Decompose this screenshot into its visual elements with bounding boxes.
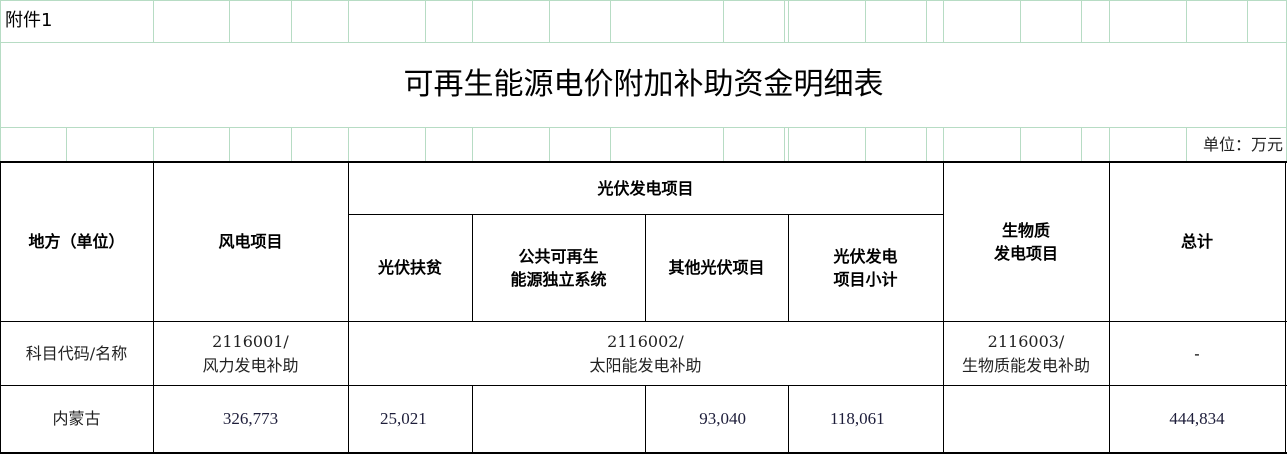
gridline (865, 127, 866, 162)
cell-region: 内蒙古 (52, 409, 101, 429)
code-row-solar: 2116002/ 太阳能发电补助 (348, 322, 943, 385)
gridline (472, 127, 473, 162)
gridline (291, 127, 292, 162)
gridline (153, 0, 154, 42)
cell-solar-public (472, 386, 645, 452)
biomass-name: 生物质能发电补助 (961, 355, 1090, 375)
gridline (943, 0, 944, 42)
gridline (1081, 127, 1082, 162)
solar-code: 2116002/ (607, 332, 684, 352)
gridline (784, 0, 785, 42)
gridline (1109, 0, 1110, 42)
gridline (1020, 0, 1021, 42)
header-biomass-line2: 发电项目 (993, 244, 1058, 263)
header-region: 地方（单位） (28, 232, 125, 252)
solar-name: 太阳能发电补助 (589, 355, 702, 375)
gridline (348, 0, 349, 42)
gridline (926, 0, 927, 42)
header-wind: 风电项目 (218, 232, 283, 252)
gridline (1186, 127, 1187, 162)
gridline (1020, 127, 1021, 162)
gridline (788, 127, 789, 162)
cell-solar-poverty: 25,021 (380, 408, 427, 428)
header-solar-subtotal-line2: 项目小计 (833, 270, 898, 289)
gridline (784, 127, 785, 162)
header-solar-public: 公共可再生 能源独立系统 (472, 215, 645, 321)
header-solar-subtotal: 光伏发电 项目小计 (788, 215, 943, 321)
code-row-total: - (1194, 343, 1200, 363)
cell-solar-subtotal: 118,061 (830, 408, 885, 428)
code-row-label: 科目代码/名称 (25, 343, 128, 363)
gridline (425, 127, 426, 162)
page-title: 可再生能源电价附加补助资金明细表 (403, 67, 884, 103)
gridline (926, 127, 927, 162)
gridline (1081, 0, 1082, 42)
gridline (723, 127, 724, 162)
header-biomass-line1: 生物质 (1001, 220, 1050, 240)
gridline (291, 0, 292, 42)
gridline (229, 0, 230, 42)
cell-total: 444,834 (1169, 408, 1225, 428)
gridline (1109, 127, 1110, 162)
header-total: 总计 (1180, 232, 1213, 252)
attachment-label: 附件1 (5, 9, 53, 31)
header-solar-public-line2: 能源独立系统 (510, 270, 607, 289)
code-row-biomass: 2116003/ 生物质能发电补助 (943, 322, 1109, 385)
header-solar-public-line1: 公共可再生 (518, 246, 599, 266)
gridline (549, 127, 550, 162)
gridline (229, 127, 230, 162)
gridline (610, 127, 611, 162)
gridline (425, 0, 426, 42)
header-biomass: 生物质 发电项目 (943, 163, 1109, 321)
gridline (865, 0, 866, 42)
gridline (943, 127, 944, 162)
cell-solar-other: 93,040 (699, 408, 746, 428)
cell-biomass (943, 386, 1109, 452)
biomass-code: 2116003/ (987, 332, 1065, 352)
header-solar-poverty: 光伏扶贫 (377, 258, 442, 278)
gridline (723, 0, 724, 42)
gridline (153, 127, 154, 162)
gridline (1247, 0, 1248, 42)
code-row-wind: 2116001/ 风力发电补助 (153, 322, 348, 385)
gridline (549, 0, 550, 42)
gridline (788, 0, 789, 42)
unit-label: 单位：万元 (1196, 128, 1283, 162)
wind-code: 2116001/ (212, 332, 289, 352)
header-solar-group: 光伏发电项目 (597, 178, 694, 198)
gridline (348, 127, 349, 162)
gridline (610, 0, 611, 42)
header-solar-subtotal-line1: 光伏发电 (833, 246, 898, 266)
wind-name: 风力发电补助 (202, 355, 299, 375)
cell-wind: 326,773 (222, 408, 279, 428)
gridline (472, 0, 473, 42)
gridline (1186, 0, 1187, 42)
header-solar-other: 其他光伏项目 (668, 258, 765, 278)
